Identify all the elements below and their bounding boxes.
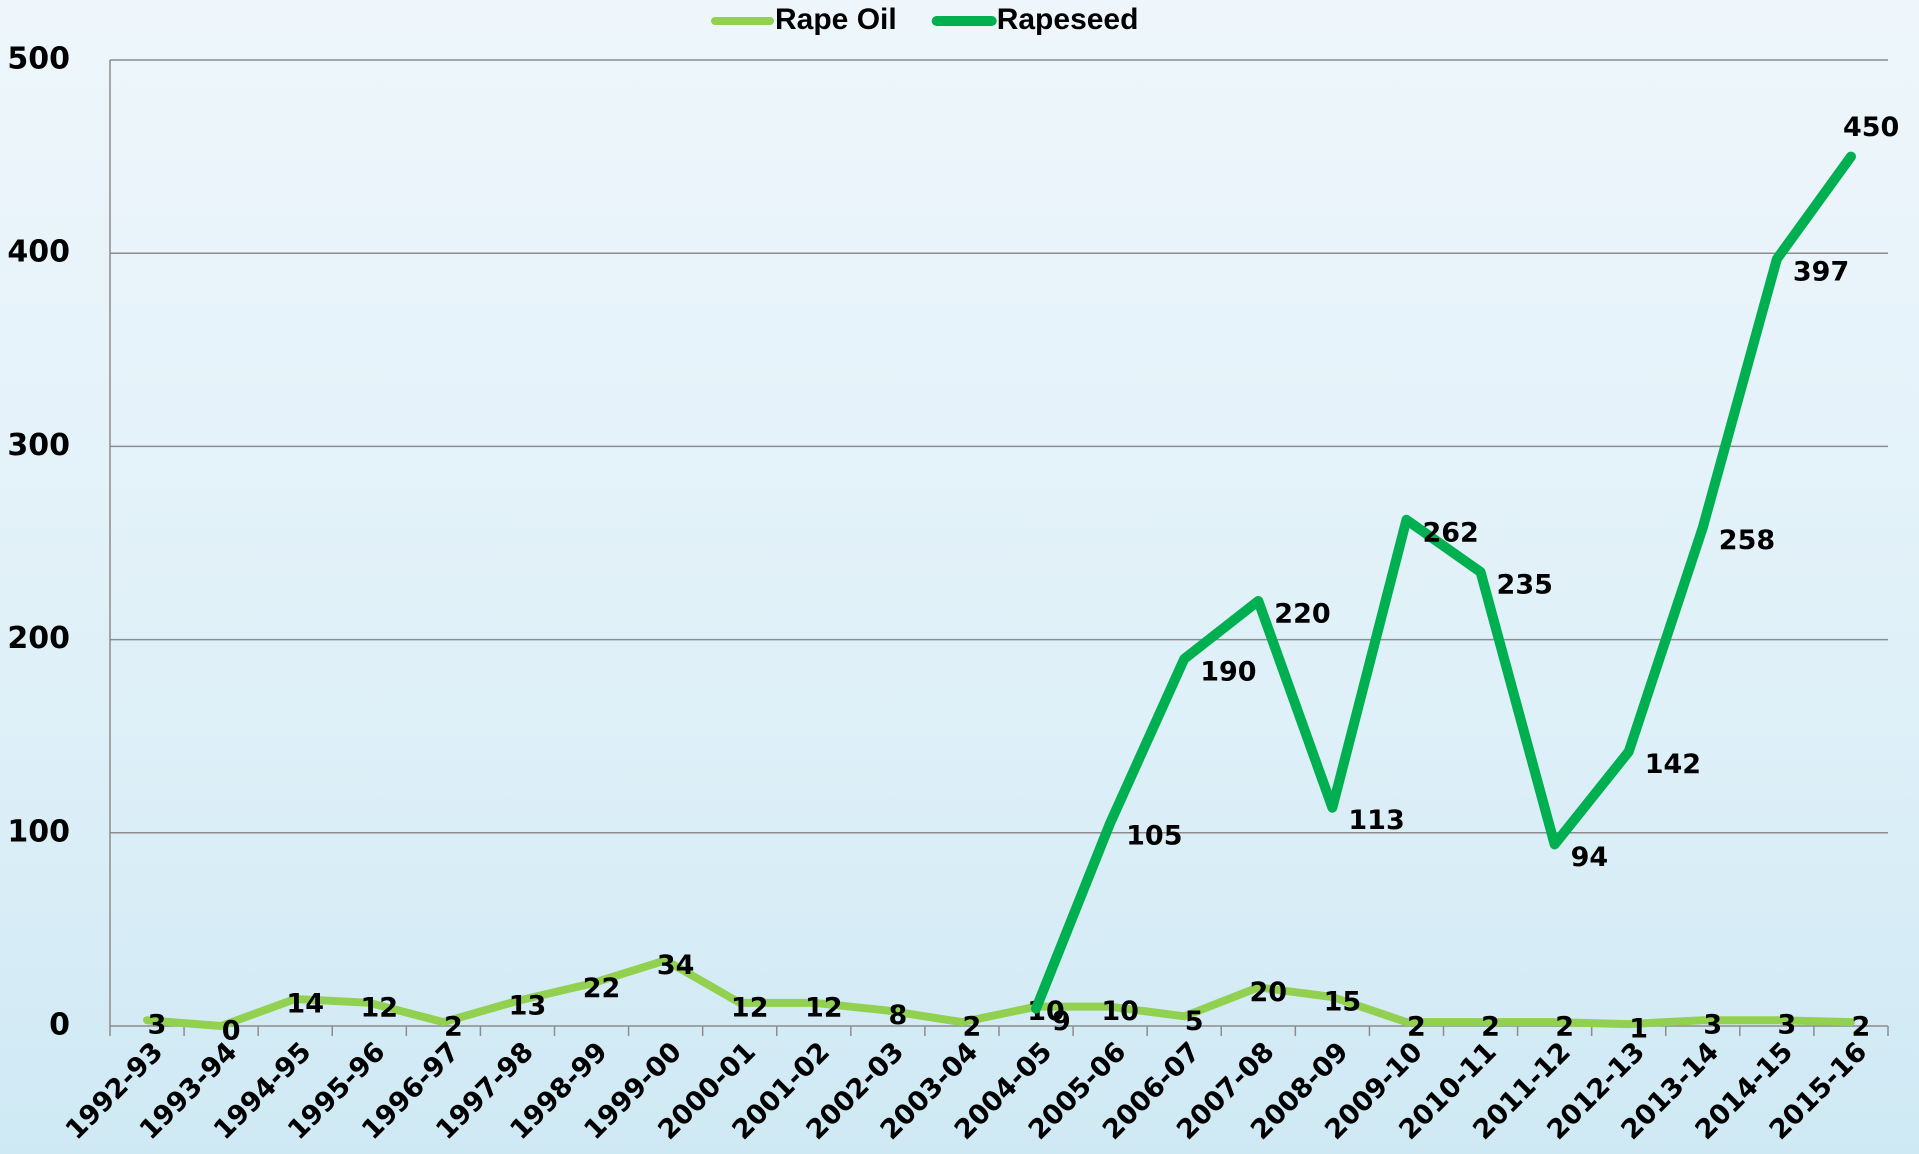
legend-label: Rape Oil xyxy=(775,3,897,36)
data-label: 2 xyxy=(1481,1012,1500,1043)
data-label: 113 xyxy=(1348,805,1404,836)
data-label: 20 xyxy=(1250,977,1288,1008)
data-label: 2 xyxy=(1852,1012,1871,1043)
data-label: 258 xyxy=(1719,525,1775,556)
data-label: 9 xyxy=(1052,1006,1071,1037)
y-tick-label: 100 xyxy=(7,814,70,849)
data-label: 1 xyxy=(1629,1014,1648,1045)
data-label: 262 xyxy=(1422,517,1478,548)
data-label: 14 xyxy=(286,988,324,1019)
series-line xyxy=(1036,157,1851,1009)
data-label: 15 xyxy=(1324,987,1362,1018)
data-label: 5 xyxy=(1185,1006,1204,1037)
data-label: 142 xyxy=(1645,749,1701,780)
data-label: 220 xyxy=(1274,598,1330,629)
data-label: 235 xyxy=(1497,569,1553,600)
data-label: 3 xyxy=(148,1010,167,1041)
data-label: 3 xyxy=(1703,1010,1722,1041)
data-label: 8 xyxy=(888,1000,907,1031)
y-tick-label: 300 xyxy=(7,428,70,463)
data-label: 2 xyxy=(1555,1012,1574,1043)
data-label: 34 xyxy=(657,950,695,981)
data-label: 13 xyxy=(509,990,547,1021)
data-label: 397 xyxy=(1793,256,1849,287)
data-label: 190 xyxy=(1200,656,1256,687)
data-label: 2 xyxy=(963,1012,982,1043)
y-tick-label: 500 xyxy=(7,42,70,77)
data-label: 12 xyxy=(805,992,843,1023)
data-label: 12 xyxy=(361,992,399,1023)
data-label: 0 xyxy=(222,1016,241,1047)
data-label: 94 xyxy=(1571,842,1609,873)
legend-label: Rapeseed xyxy=(997,3,1139,36)
legend: Rape Oil Rapeseed xyxy=(715,3,1138,36)
data-label: 450 xyxy=(1843,112,1899,143)
series-line xyxy=(147,960,1851,1026)
data-label: 2 xyxy=(1407,1012,1426,1043)
chart: Rape OilRapeseed 01002003004005001992-93… xyxy=(0,0,1919,1154)
data-label: 12 xyxy=(731,992,769,1023)
y-tick-label: 0 xyxy=(49,1008,70,1043)
y-tick-label: 400 xyxy=(7,235,70,270)
data-label: 10 xyxy=(1101,996,1139,1027)
data-label: 22 xyxy=(583,973,621,1004)
data-label: 2 xyxy=(444,1012,463,1043)
data-label: 105 xyxy=(1126,821,1182,852)
y-tick-label: 200 xyxy=(7,621,70,656)
data-label: 3 xyxy=(1777,1010,1796,1041)
